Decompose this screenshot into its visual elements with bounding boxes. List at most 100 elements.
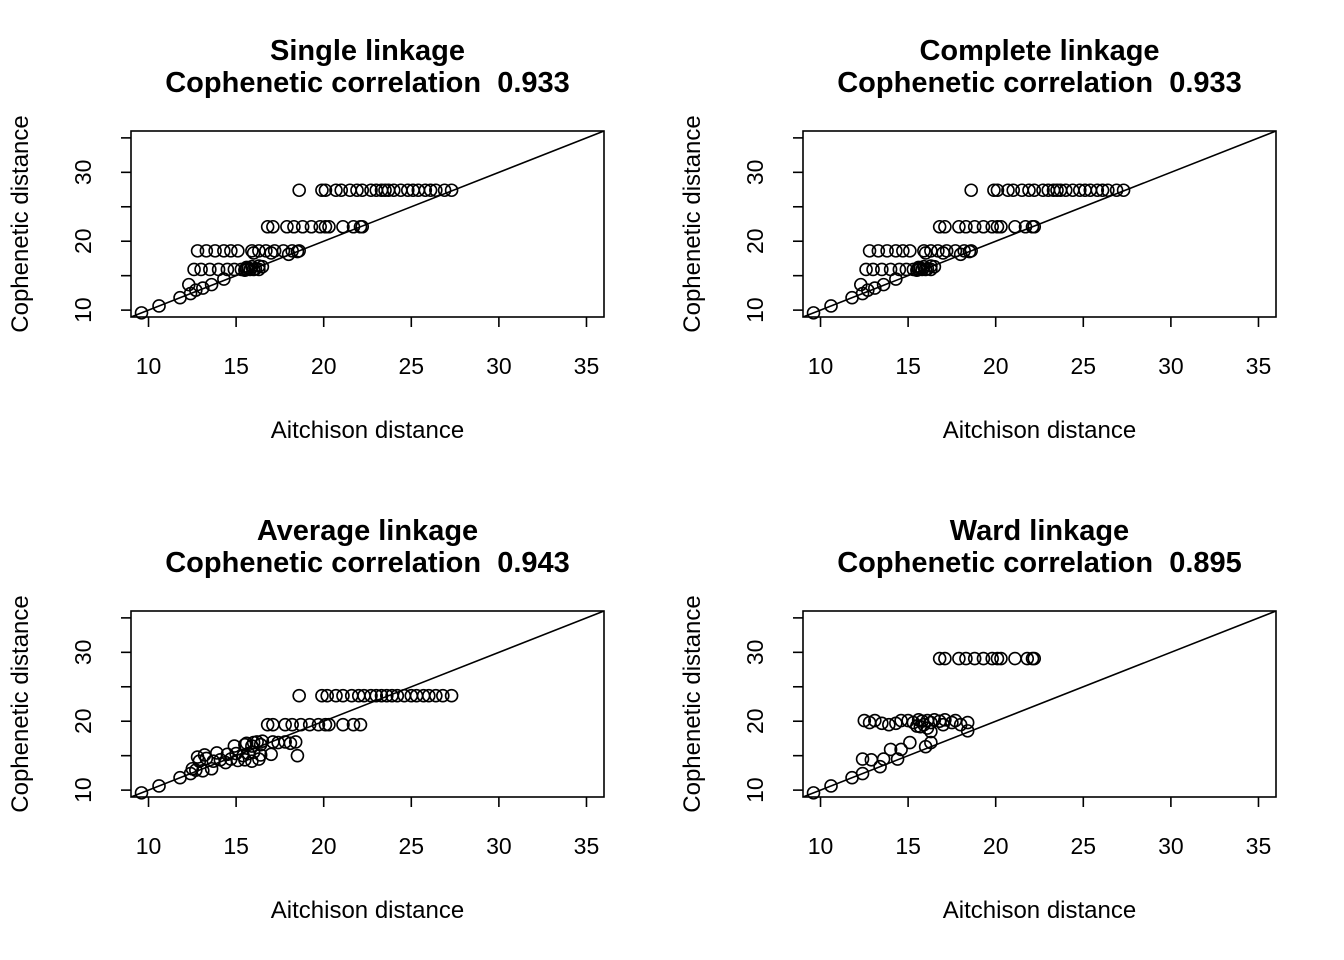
data-point — [437, 183, 452, 198]
y-tick-label: 10 — [70, 297, 96, 323]
data-point — [295, 219, 310, 234]
data-point — [1008, 219, 1022, 234]
data-point — [861, 283, 875, 297]
data-point — [987, 183, 1001, 198]
data-point — [278, 735, 292, 749]
y-tick-label: 30 — [742, 160, 768, 186]
x-tick-label: 35 — [1246, 833, 1272, 859]
data-point — [990, 183, 1005, 198]
x-axis-label: Aitchison distance — [943, 897, 1136, 924]
data-point — [266, 219, 280, 234]
data-point — [281, 247, 296, 262]
data-point — [217, 244, 231, 258]
data-point — [287, 219, 301, 234]
data-point — [336, 219, 350, 234]
data-point — [824, 299, 838, 313]
data-point — [336, 717, 350, 732]
data-point — [990, 651, 1005, 666]
x-tick-label: 25 — [398, 833, 424, 859]
data-point — [932, 219, 947, 234]
data-point — [364, 183, 378, 198]
panel-subtitle: Cophenetic correlation 0.933 — [165, 67, 570, 99]
x-axis: 10 15 20 25 30 35 — [136, 797, 599, 859]
data-point — [290, 748, 305, 763]
data-point — [280, 219, 294, 234]
data-point — [938, 219, 952, 234]
data-point — [962, 244, 977, 259]
data-point — [264, 246, 278, 260]
x-axis-label: Aitchison distance — [271, 417, 464, 444]
data-point — [1020, 651, 1035, 666]
y-tick-label: 20 — [742, 228, 768, 254]
data-point — [239, 260, 254, 275]
y-tick-label: 30 — [70, 640, 96, 666]
data-point — [322, 219, 336, 234]
data-point — [1027, 219, 1042, 234]
y-axis-label: Cophenetic distance — [7, 115, 34, 332]
data-point — [1072, 183, 1087, 198]
data-point — [190, 244, 205, 258]
data-point — [967, 219, 982, 234]
y-axis: 10 20 30 — [70, 137, 131, 323]
data-point — [344, 688, 359, 703]
data-point — [960, 715, 975, 730]
data-point — [953, 247, 968, 262]
data-point — [260, 717, 275, 732]
data-point — [806, 306, 821, 320]
data-point — [890, 752, 905, 766]
x-axis: 10 15 20 25 30 35 — [808, 317, 1272, 379]
x-axis-label: Aitchison distance — [271, 897, 464, 924]
points — [134, 183, 459, 320]
data-point — [386, 183, 401, 198]
data-point — [304, 219, 319, 234]
x-tick-label: 35 — [574, 353, 600, 379]
data-point — [911, 260, 926, 275]
data-point — [343, 183, 357, 198]
x-tick-label: 35 — [1246, 353, 1272, 379]
data-point — [400, 183, 415, 198]
data-point — [938, 651, 952, 666]
data-point — [393, 183, 408, 198]
data-point — [196, 764, 210, 778]
panel-title: Ward linkage — [950, 515, 1129, 547]
x-tick-label: 30 — [1158, 353, 1184, 379]
data-point — [318, 717, 333, 732]
data-point — [302, 717, 317, 732]
data-point — [329, 183, 343, 198]
data-point — [859, 262, 873, 277]
data-point — [283, 736, 298, 751]
data-point — [353, 717, 368, 732]
data-point — [952, 651, 966, 666]
y-tick-label: 20 — [742, 708, 768, 734]
data-point — [1018, 219, 1033, 234]
data-point — [190, 750, 205, 764]
points — [806, 651, 1042, 800]
data-point — [994, 219, 1008, 234]
data-point — [952, 219, 966, 234]
data-point — [203, 262, 217, 277]
data-point — [896, 244, 910, 258]
data-point — [1109, 183, 1124, 198]
data-point — [187, 262, 201, 277]
data-point — [855, 766, 870, 781]
data-point — [873, 759, 887, 774]
data-point — [152, 299, 166, 313]
panel-title: Average linkage — [257, 515, 478, 547]
data-point — [364, 688, 378, 703]
data-point — [855, 752, 870, 766]
data-point — [245, 244, 259, 258]
data-point — [422, 688, 436, 703]
data-point — [418, 183, 433, 198]
subtitle-prefix: Cophenetic correlation — [165, 67, 497, 99]
data-point — [976, 219, 991, 234]
data-point — [220, 262, 235, 277]
subtitle-prefix: Cophenetic correlation — [837, 67, 1169, 99]
data-point — [994, 651, 1008, 666]
data-point — [429, 183, 443, 198]
x-tick-label: 30 — [486, 353, 512, 379]
data-point — [189, 283, 203, 297]
y-axis: 10 20 30 — [742, 617, 803, 803]
